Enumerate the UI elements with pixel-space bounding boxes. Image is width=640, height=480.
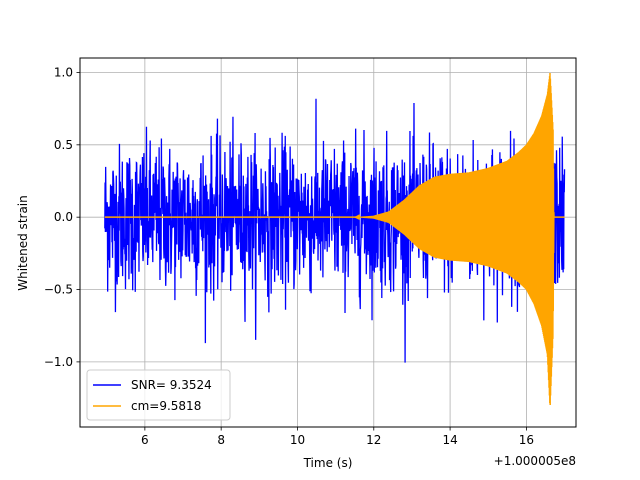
- plot-frame: [79, 57, 577, 428]
- legend: SNR= 9.3524 cm=9.5818: [86, 369, 231, 421]
- series-cm-line: [104, 72, 565, 405]
- y-tick-label: −1.0: [44, 355, 73, 369]
- y-axis-label: Whitened strain: [16, 195, 30, 291]
- x-tick-label: 12: [366, 433, 381, 447]
- x-axis-label: Time (s): [303, 456, 353, 470]
- legend-label-cm: cm=9.5818: [131, 399, 201, 413]
- x-tick-label: 6: [141, 433, 149, 447]
- y-tick-label: 1.0: [54, 65, 73, 79]
- y-tick-label: −0.5: [44, 283, 73, 297]
- series-layer: [104, 72, 566, 405]
- x-tick-label: 16: [519, 433, 534, 447]
- legend-box: [86, 369, 231, 421]
- x-offset-label: +1.000005e8: [494, 454, 576, 468]
- x-tick-label: 8: [217, 433, 225, 447]
- axis-ticks: 6 8 10 12 14 16 −1.0 −0.5 0.0 0.5 1.0: [44, 65, 534, 447]
- y-tick-label: 0.5: [54, 138, 73, 152]
- x-tick-label: 14: [442, 433, 457, 447]
- y-tick-label: 0.0: [54, 210, 73, 224]
- legend-label-snr: SNR= 9.3524: [131, 378, 212, 392]
- x-tick-label: 10: [290, 433, 305, 447]
